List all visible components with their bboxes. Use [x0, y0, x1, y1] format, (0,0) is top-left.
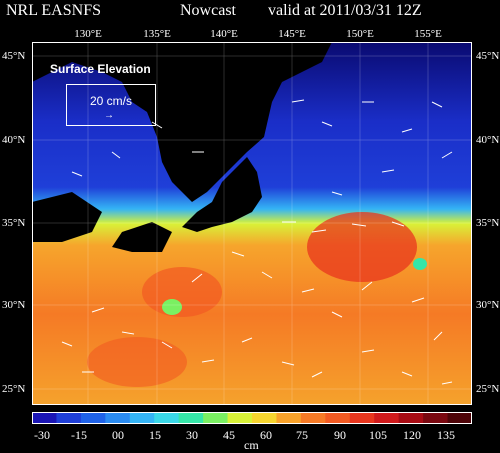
- colorbar-tick: 135: [437, 428, 455, 442]
- cold-eddy: [162, 299, 182, 315]
- colorbar: [32, 412, 472, 424]
- lat-label-30-right: 30°N: [476, 299, 500, 311]
- lon-label-140: 140°E: [210, 28, 238, 40]
- colorbar-segment: [374, 412, 400, 424]
- colorbar-segment: [423, 412, 449, 424]
- lon-label-130: 130°E: [74, 28, 102, 40]
- colorbar-tick: 30: [186, 428, 198, 442]
- colorbar-tick: 00: [112, 428, 124, 442]
- legend-arrow-icon: →: [104, 110, 114, 121]
- lat-label-35-left: 35°N: [2, 217, 26, 229]
- legend-box: [66, 84, 156, 126]
- colorbar-segment: [252, 412, 277, 424]
- colorbar-segment: [32, 412, 57, 424]
- lon-label-150: 150°E: [346, 28, 374, 40]
- lat-label-25-left: 25°N: [2, 383, 26, 395]
- lon-label-145: 145°E: [278, 28, 306, 40]
- colorbar-segment: [178, 412, 204, 424]
- header-product: Nowcast: [180, 2, 236, 19]
- warm-eddy: [142, 267, 222, 317]
- warm-eddy: [87, 337, 187, 387]
- cold-eddy: [413, 258, 427, 270]
- legend-speed: 20 cm/s: [90, 94, 133, 108]
- colorbar-segment: [80, 412, 106, 424]
- lat-label-35-right: 35°N: [476, 217, 500, 229]
- legend-title: Surface Elevation: [50, 62, 151, 76]
- colorbar-segment: [349, 412, 375, 424]
- current-vectors: [61, 99, 453, 385]
- graticule: [32, 42, 472, 405]
- lat-label-40-right: 40°N: [476, 134, 500, 146]
- colorbar-frame: [32, 412, 472, 424]
- lat-label-45-right: 45°N: [476, 50, 500, 62]
- colorbar-segment: [447, 412, 472, 424]
- lon-label-155: 155°E: [414, 28, 442, 40]
- colorbar-segment: [129, 412, 155, 424]
- header-valid: valid at 2011/03/31 12Z: [268, 2, 422, 19]
- colorbar-segment: [105, 412, 131, 424]
- header-source: NRL EASNFS: [6, 2, 101, 19]
- colorbar-segment: [325, 412, 351, 424]
- lat-label-25-right: 25°N: [476, 383, 500, 395]
- colorbar-segment: [227, 412, 253, 424]
- lon-label-135: 135°E: [143, 28, 171, 40]
- colorbar-tick: 120: [403, 428, 421, 442]
- colorbar-tick: 105: [369, 428, 387, 442]
- lat-label-30-left: 30°N: [2, 299, 26, 311]
- colorbar-tick: -15: [71, 428, 87, 442]
- colorbar-tick: 75: [296, 428, 308, 442]
- colorbar-tick: 45: [223, 428, 235, 442]
- lat-label-45-left: 45°N: [2, 50, 26, 62]
- land-masses: [32, 42, 332, 252]
- colorbar-segment: [56, 412, 82, 424]
- lat-label-40-left: 40°N: [2, 134, 26, 146]
- colorbar-tick: 90: [334, 428, 346, 442]
- warm-eddy: [307, 212, 417, 282]
- colorbar-segment: [276, 412, 302, 424]
- colorbar-tick: -30: [34, 428, 50, 442]
- colorbar-segment: [203, 412, 229, 424]
- map-frame: [32, 42, 472, 405]
- colorbar-tick: 60: [260, 428, 272, 442]
- colorbar-tick: 15: [149, 428, 161, 442]
- ocean-map: [32, 42, 472, 405]
- colorbar-segment: [398, 412, 424, 424]
- colorbar-unit: cm: [244, 438, 259, 452]
- colorbar-segment: [300, 412, 326, 424]
- colorbar-segment: [154, 412, 180, 424]
